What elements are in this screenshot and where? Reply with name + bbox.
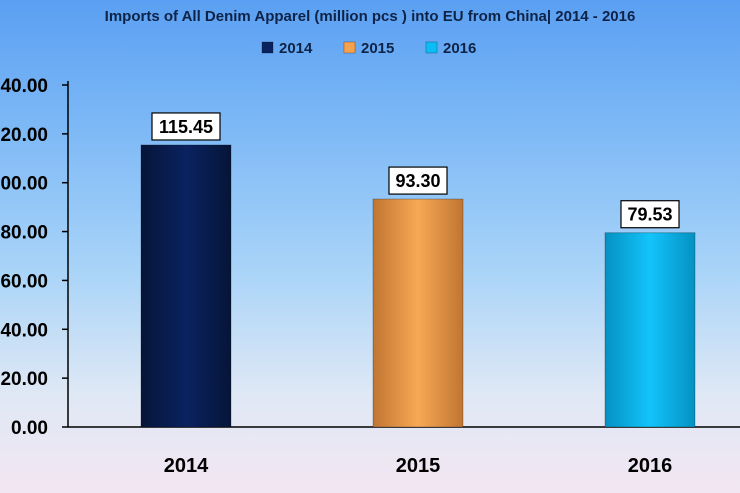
x-tick-label: 2014 xyxy=(164,455,209,477)
data-label: 79.53 xyxy=(627,205,672,225)
y-tick-label: 100.00 xyxy=(0,174,48,195)
y-tick-label: 40.00 xyxy=(0,320,48,341)
bar-2015 xyxy=(372,198,464,428)
data-label-box xyxy=(388,166,448,195)
data-label: 93.30 xyxy=(395,171,440,191)
y-tick-label: 120.00 xyxy=(0,125,48,146)
y-tick-label: 20.00 xyxy=(0,369,48,390)
bar-2014 xyxy=(140,144,232,428)
legend-swatch-2014 xyxy=(261,41,274,54)
data-label: 115.45 xyxy=(159,117,213,137)
data-label-box xyxy=(151,112,221,141)
bar-2016 xyxy=(604,232,696,428)
legend-label-2015: 2015 xyxy=(361,40,394,57)
legend: 2014 2015 2016 xyxy=(261,40,476,57)
legend-swatch-2015 xyxy=(343,41,356,54)
chart-title: Imports of All Denim Apparel (million pc… xyxy=(105,8,636,25)
data-label-box xyxy=(620,200,680,229)
y-tick-label: 140.00 xyxy=(0,76,48,97)
legend-swatch-2016 xyxy=(425,41,438,54)
y-tick-label: 0.00 xyxy=(11,418,48,439)
x-tick-label: 2015 xyxy=(396,455,441,477)
legend-label-2016: 2016 xyxy=(443,40,476,57)
y-tick-label: 80.00 xyxy=(0,223,48,244)
bars: 115.45 2014 93.30 2015 79.53 2016 xyxy=(140,112,696,477)
x-tick-label: 2016 xyxy=(628,455,673,477)
y-tick-label: 60.00 xyxy=(0,271,48,292)
legend-label-2014: 2014 xyxy=(279,40,313,57)
